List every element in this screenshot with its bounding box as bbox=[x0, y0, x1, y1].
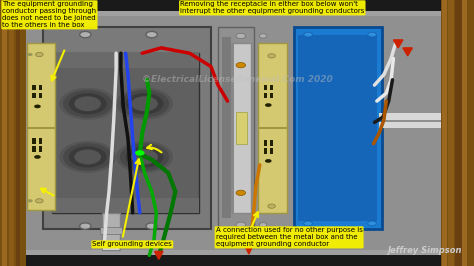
Polygon shape bbox=[393, 40, 403, 48]
Bar bbox=[258, 43, 287, 213]
Bar bbox=[264, 148, 267, 154]
Circle shape bbox=[120, 90, 169, 118]
Circle shape bbox=[59, 88, 116, 120]
Bar bbox=[32, 138, 36, 144]
Circle shape bbox=[120, 143, 169, 171]
Bar bbox=[462, 0, 467, 266]
Bar bbox=[294, 27, 382, 229]
Bar bbox=[258, 127, 287, 129]
Bar bbox=[231, 43, 234, 213]
Bar bbox=[442, 0, 447, 266]
Bar bbox=[236, 112, 247, 144]
Bar bbox=[441, 0, 474, 266]
Bar bbox=[102, 213, 120, 250]
Bar bbox=[27, 43, 55, 210]
Circle shape bbox=[69, 93, 107, 114]
Bar bbox=[2, 0, 7, 266]
Circle shape bbox=[268, 54, 275, 58]
Bar bbox=[103, 243, 118, 250]
Bar bbox=[52, 53, 199, 213]
Bar bbox=[270, 140, 273, 146]
Bar bbox=[52, 198, 199, 213]
Circle shape bbox=[265, 159, 272, 163]
Bar bbox=[298, 35, 377, 221]
Circle shape bbox=[80, 223, 91, 229]
Bar bbox=[39, 146, 42, 152]
Circle shape bbox=[34, 155, 41, 159]
Circle shape bbox=[304, 32, 312, 37]
Circle shape bbox=[74, 96, 101, 111]
Bar bbox=[43, 27, 211, 229]
Text: Self grounding devices: Self grounding devices bbox=[92, 241, 172, 247]
Circle shape bbox=[63, 90, 112, 118]
Circle shape bbox=[63, 143, 112, 171]
Bar bbox=[26, 16, 441, 250]
Bar bbox=[448, 0, 454, 266]
Text: A connection used for no other purpose is
required between the metal box and the: A connection used for no other purpose i… bbox=[216, 227, 363, 247]
Circle shape bbox=[146, 31, 157, 38]
Circle shape bbox=[59, 141, 116, 173]
Bar bbox=[232, 43, 251, 213]
Bar bbox=[264, 85, 267, 90]
Text: The equipment grounding
conductor passing through
does not need to be joined
to : The equipment grounding conductor passin… bbox=[2, 1, 97, 28]
Circle shape bbox=[368, 221, 376, 226]
Circle shape bbox=[126, 146, 164, 168]
Circle shape bbox=[34, 105, 41, 108]
Circle shape bbox=[259, 34, 267, 38]
Bar bbox=[379, 113, 441, 120]
Bar bbox=[39, 85, 42, 90]
Circle shape bbox=[80, 31, 91, 38]
Polygon shape bbox=[155, 251, 163, 259]
Circle shape bbox=[265, 103, 272, 107]
Circle shape bbox=[116, 141, 173, 173]
Bar bbox=[270, 148, 273, 154]
Bar bbox=[16, 0, 20, 266]
Circle shape bbox=[236, 222, 246, 227]
Bar bbox=[9, 0, 14, 266]
Circle shape bbox=[236, 190, 246, 196]
Bar bbox=[222, 37, 231, 218]
Bar bbox=[0, 0, 26, 266]
Circle shape bbox=[36, 199, 43, 203]
Bar bbox=[39, 93, 42, 98]
Circle shape bbox=[268, 204, 275, 208]
Circle shape bbox=[27, 53, 33, 56]
Bar bbox=[32, 146, 36, 152]
Bar bbox=[32, 93, 36, 98]
Circle shape bbox=[304, 221, 312, 226]
Polygon shape bbox=[403, 48, 412, 56]
Circle shape bbox=[74, 149, 101, 164]
Text: ©ElectricalLicenseRenewal.Com 2020: ©ElectricalLicenseRenewal.Com 2020 bbox=[142, 75, 332, 84]
Circle shape bbox=[69, 146, 107, 168]
Circle shape bbox=[236, 63, 246, 68]
Bar bbox=[27, 127, 55, 129]
Circle shape bbox=[36, 52, 43, 57]
Bar bbox=[264, 93, 267, 98]
Bar bbox=[100, 227, 122, 234]
Bar bbox=[39, 138, 42, 144]
Circle shape bbox=[368, 32, 376, 37]
Circle shape bbox=[126, 93, 164, 114]
Text: Removing the receptacle in either box below won't
interrupt the other equipment : Removing the receptacle in either box be… bbox=[180, 1, 365, 14]
Circle shape bbox=[27, 199, 33, 202]
Circle shape bbox=[146, 223, 157, 229]
Circle shape bbox=[236, 33, 246, 39]
Bar bbox=[270, 85, 273, 90]
Bar bbox=[32, 85, 36, 90]
Circle shape bbox=[131, 149, 158, 164]
Bar bbox=[379, 122, 441, 128]
Bar bbox=[455, 0, 462, 266]
Polygon shape bbox=[245, 246, 253, 254]
Text: Jeffrey Simpson: Jeffrey Simpson bbox=[388, 246, 462, 255]
Circle shape bbox=[131, 96, 158, 111]
Bar bbox=[270, 93, 273, 98]
Circle shape bbox=[135, 150, 145, 156]
Bar bbox=[52, 53, 199, 68]
Bar bbox=[264, 140, 267, 146]
Bar bbox=[218, 27, 254, 229]
Circle shape bbox=[259, 223, 267, 227]
Circle shape bbox=[116, 88, 173, 120]
